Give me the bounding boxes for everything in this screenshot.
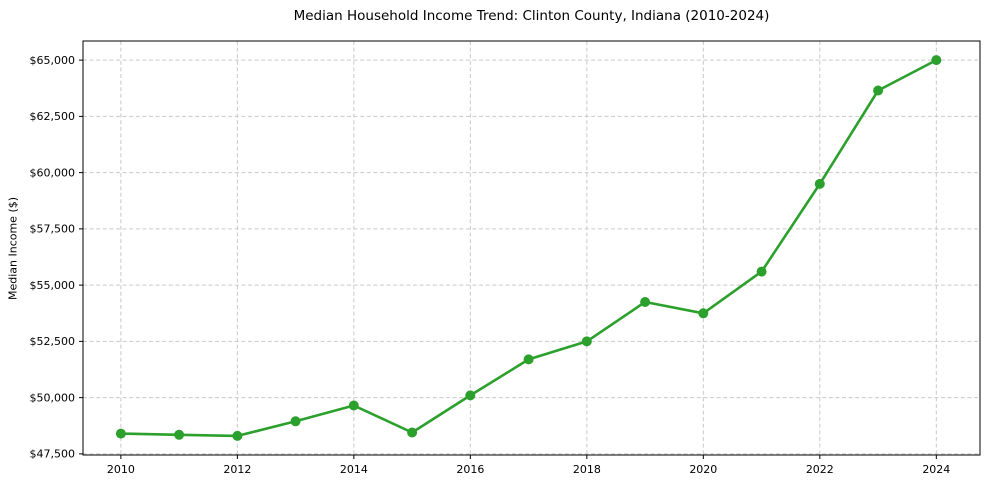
x-tick-label: 2024 — [922, 463, 950, 476]
data-point-2011 — [174, 429, 185, 440]
x-tick-label: 2020 — [689, 463, 717, 476]
plot-border — [82, 40, 981, 456]
data-point-2015 — [407, 427, 418, 438]
data-point-2020 — [698, 308, 709, 319]
y-tick-label: $50,000 — [30, 391, 76, 404]
y-tick-label: $55,000 — [30, 279, 76, 292]
y-tick-label: $60,000 — [30, 166, 76, 179]
y-axis-label: Median Income ($) — [6, 196, 20, 301]
y-tick-label: $65,000 — [30, 54, 76, 67]
data-point-2022 — [814, 178, 825, 189]
x-tick-label: 2022 — [806, 463, 834, 476]
data-point-2024 — [931, 55, 942, 66]
data-point-2021 — [756, 266, 767, 277]
x-tick-label: 2016 — [456, 463, 484, 476]
x-tick-label: 2010 — [107, 463, 135, 476]
data-point-2019 — [640, 297, 651, 307]
chart-title: Median Household Income Trend: Clinton C… — [293, 8, 770, 24]
data-point-2016 — [465, 390, 476, 401]
data-point-2023 — [873, 85, 884, 96]
y-tick-label: $47,500 — [30, 448, 76, 461]
data-point-2012 — [232, 430, 243, 441]
data-point-2013 — [290, 416, 301, 427]
y-tick-label: $52,500 — [30, 335, 76, 348]
x-tick-label: 2014 — [340, 463, 368, 476]
data-point-2017 — [523, 354, 534, 365]
data-point-2010 — [115, 428, 126, 439]
data-point-2018 — [581, 336, 592, 347]
y-tick-label: $57,500 — [30, 223, 76, 236]
x-tick-label: 2018 — [573, 463, 601, 476]
y-tick-label: $62,500 — [30, 110, 76, 123]
data-point-2014 — [348, 400, 359, 411]
x-tick-label: 2012 — [223, 463, 251, 476]
